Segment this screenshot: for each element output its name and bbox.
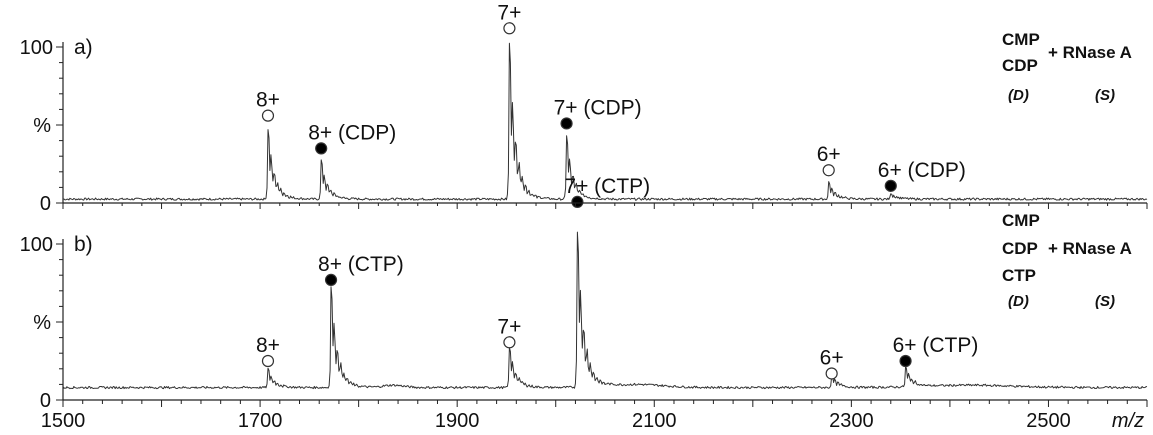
peak-annotation: 6+: [817, 143, 841, 166]
y-tick-label-100: 100: [20, 234, 53, 256]
x-tick-label: 1900: [435, 410, 480, 432]
legend-compound: CMP: [1002, 30, 1040, 49]
x-axis-label: m/z: [1112, 410, 1144, 432]
peak-annotation: 7+ (CTP): [564, 175, 650, 198]
filled-circle-marker: [899, 354, 912, 368]
filled-circle-marker: [324, 273, 338, 286]
x-tick-label: 2500: [1026, 410, 1071, 432]
legend-tag-s: (S): [1095, 293, 1115, 310]
legend-tag-d: (D): [1008, 87, 1029, 104]
x-tick-label: 2300: [829, 410, 874, 432]
open-circle-marker: [261, 354, 275, 368]
y-tick-label-0: 0: [40, 193, 51, 215]
y-axis-label: %: [33, 115, 51, 137]
peak-annotation: 6+: [820, 346, 844, 369]
y-tick-label-0: 0: [40, 390, 51, 412]
peak-annotation: 8+: [256, 334, 280, 357]
panel-label: b): [74, 233, 93, 256]
legend-compound: CDP: [1002, 56, 1038, 75]
peak-annotation: 8+ (CTP): [318, 253, 404, 276]
filled-circle-marker: [571, 195, 584, 208]
y-tick-label-100: 100: [20, 37, 53, 59]
peak-annotation: 7+ (CDP): [554, 96, 642, 119]
open-circle-marker: [503, 336, 516, 349]
peak-annotation: 8+ (CDP): [308, 121, 396, 144]
legend-tag-d: (D): [1008, 293, 1029, 310]
panel-a: 100% 0 a) 8+ 8+ (CDP) 7+ 7+ (CDP) 6+ 6+ (CDP) CMP…: [20, 1, 1148, 215]
legend-compound: CMP: [1002, 211, 1040, 230]
filled-circle-marker: [315, 142, 328, 155]
x-tick-label: 1500: [41, 410, 86, 432]
peak-annotation: 8+: [256, 89, 280, 112]
x-axis: 1500 1700 1900 2100 2300 2500 m/z: [41, 202, 1148, 432]
legend-protein: + RNase A: [1048, 43, 1132, 62]
open-circle-marker: [261, 109, 275, 122]
legend-compound: CDP: [1002, 239, 1038, 258]
panel-label: a): [74, 36, 93, 59]
legend-tag-s: (S): [1095, 87, 1115, 104]
legend-compound: CTP: [1002, 266, 1036, 285]
filled-circle-marker: [884, 179, 897, 192]
spectrum-trace: [62, 42, 1148, 201]
panel-b: 100% 0 b) 8+ 8+ (CTP) 7+ 7+ (CTP) 6+ 6+ (CTP) CMP…: [20, 175, 1148, 412]
y-axis-label: %: [33, 312, 51, 334]
peak-annotation: 7+: [497, 1, 521, 24]
legend-protein: + RNase A: [1048, 239, 1132, 258]
open-circle-marker: [822, 164, 835, 177]
x-tick-label: 2100: [632, 410, 677, 432]
open-circle-marker: [825, 367, 838, 380]
peak-annotation: 6+ (CDP): [878, 159, 966, 182]
x-tick-label: 1700: [238, 410, 283, 432]
filled-circle-marker: [560, 117, 573, 130]
peak-annotation: 7+: [497, 315, 521, 338]
peak-annotation: 6+ (CTP): [893, 334, 979, 357]
spectrum-trace: [62, 231, 1148, 390]
open-circle-marker: [503, 22, 516, 35]
